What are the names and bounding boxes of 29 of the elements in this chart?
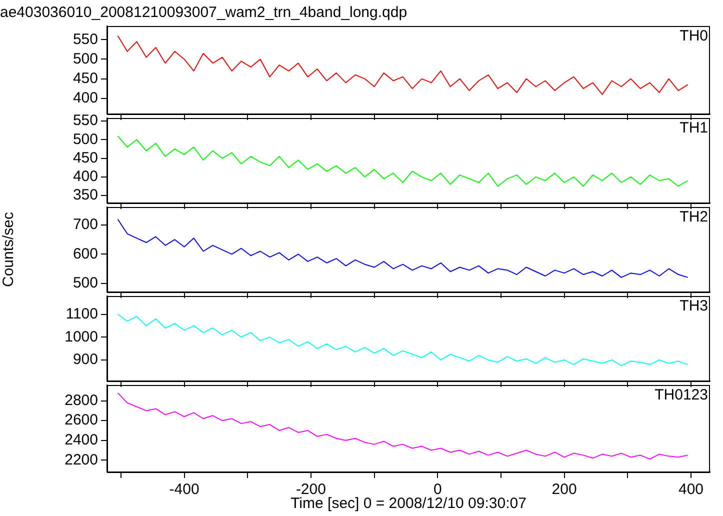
- y-axis-title: Counts/sec: [0, 211, 18, 288]
- text: TH0123: [654, 386, 708, 404]
- text: TH3: [680, 298, 708, 315]
- y-tick-label: 1100: [66, 305, 98, 322]
- y-tick-label: 1000: [64, 328, 98, 346]
- y-tick-label: 2600: [64, 412, 98, 429]
- y-tick-label: 400: [72, 168, 98, 186]
- text: TH2: [680, 208, 708, 226]
- y-tick-label: 500: [72, 130, 98, 148]
- y-tick-label: 550: [72, 112, 98, 130]
- y-tick-label: 550: [72, 30, 98, 48]
- x-tick-label: 200: [552, 481, 577, 498]
- y-tick-label: 900: [72, 351, 98, 368]
- x-tick-label: 400: [678, 481, 704, 498]
- y-tick-label: 500: [72, 274, 98, 292]
- text: TH1: [680, 120, 708, 137]
- y-tick-label: 2800: [64, 392, 98, 409]
- y-tick-label: 2200: [64, 451, 98, 468]
- y-tick-label: 2400: [64, 432, 98, 449]
- text: TH0: [680, 28, 708, 45]
- y-tick-label: 450: [72, 70, 98, 87]
- y-tick-label: 600: [72, 245, 98, 262]
- chart-title: ae403036010_20081210093007_wam2_trn_4band_long.qdp: [0, 4, 408, 22]
- y-tick-label: 400: [72, 89, 98, 106]
- x-tick-label: -400: [169, 481, 200, 498]
- y-tick-label: 350: [72, 186, 98, 204]
- y-tick-label: 500: [72, 50, 98, 68]
- y-tick-label: 700: [72, 216, 98, 234]
- y-tick-label: 450: [72, 149, 98, 166]
